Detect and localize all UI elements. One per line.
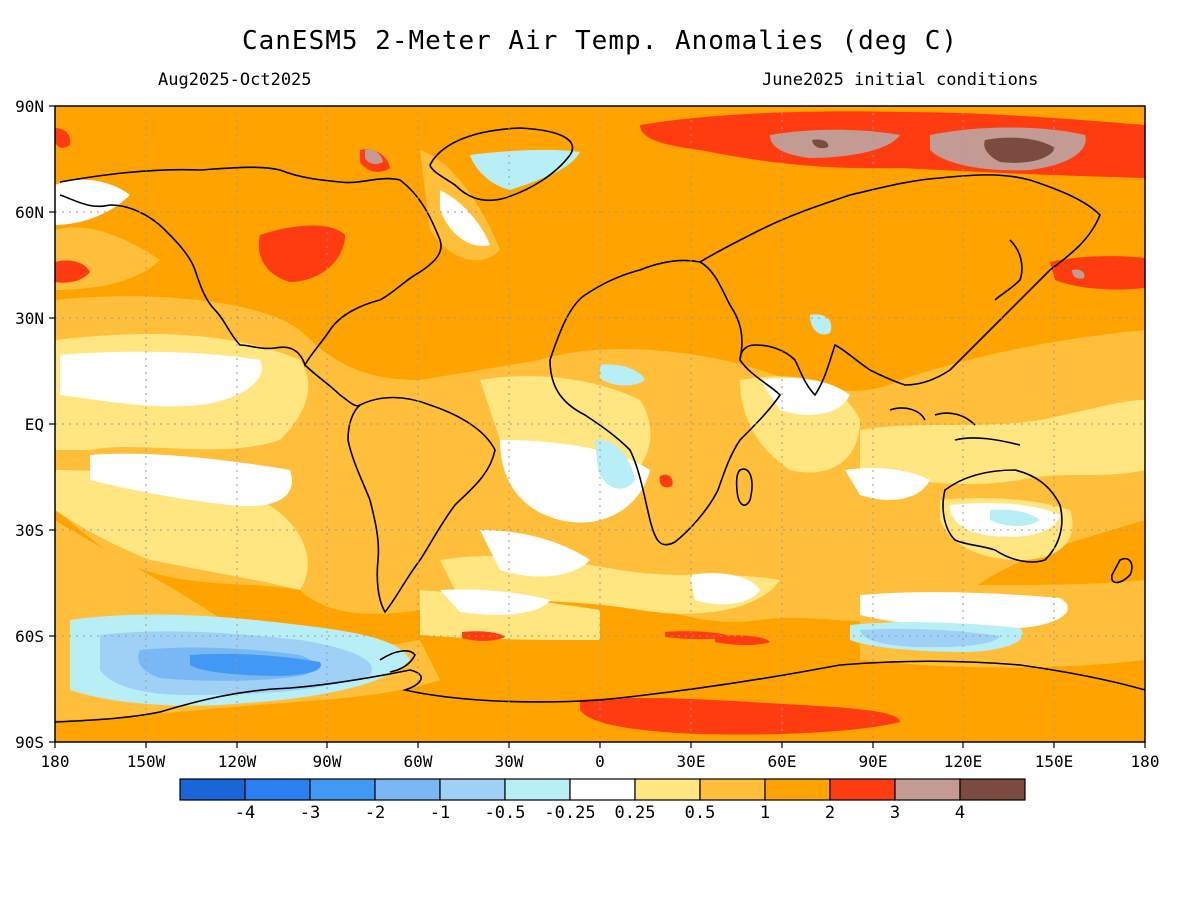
lat-label: 60S <box>15 627 44 646</box>
colorbar-label: 1 <box>760 803 770 823</box>
lon-label: 60W <box>404 752 433 771</box>
colorbar-label: -4 <box>235 803 255 823</box>
forecast-period: Aug2025-Oct2025 <box>158 70 312 90</box>
graticule <box>55 106 1145 742</box>
coastlines <box>55 127 1145 723</box>
map-title: CanESM5 2-Meter Air Temp. Anomalies (deg… <box>241 26 959 56</box>
colorbar-swatch <box>374 778 441 801</box>
lon-label: 150W <box>127 752 166 771</box>
lon-label: 60E <box>768 752 797 771</box>
colorbar-swatch <box>439 778 506 801</box>
lon-label: 30E <box>677 752 706 771</box>
colorbar-label: -3 <box>300 803 320 823</box>
colorbar-label: 2 <box>825 803 835 823</box>
colorbar-swatch <box>959 778 1026 801</box>
lat-label: 30N <box>15 309 44 328</box>
colorbar-swatch <box>504 778 571 801</box>
lon-label: 180 <box>1131 752 1160 771</box>
colorbar-label: 3 <box>890 803 900 823</box>
latitude-labels: 90N 60N 30N EQ 30S 60S 90S <box>15 97 44 752</box>
band-neg-025 <box>595 439 635 489</box>
colorbar-swatch <box>634 778 701 801</box>
colorbar-label: -2 <box>365 803 385 823</box>
colorbar-label: -0.5 <box>485 803 526 823</box>
lat-label: 30S <box>15 521 44 540</box>
axis-ticks <box>49 105 1146 748</box>
colorbar-label: -1 <box>430 803 450 823</box>
lon-label: 120E <box>944 752 983 771</box>
band-gt-4 <box>984 137 1055 163</box>
colorbar-swatch <box>309 778 376 801</box>
colorbar-swatch <box>764 778 831 801</box>
band-neutral <box>60 351 262 407</box>
colorbar-swatch <box>829 778 896 801</box>
longitude-labels: 180 150W 120W 90W 60W 30W 0 30E 60E 90E … <box>41 752 1160 771</box>
colorbar-swatch <box>179 778 246 801</box>
lat-label: 90S <box>15 733 44 752</box>
lon-label: 30W <box>495 752 524 771</box>
lat-label: EQ <box>25 415 44 434</box>
lon-label: 150E <box>1035 752 1074 771</box>
colorbar-swatch <box>244 778 311 801</box>
lat-label: 60N <box>15 203 44 222</box>
colorbar: -4 -3 -2 -1 -0.5 -0.25 0.25 0.5 1 2 3 4 <box>179 778 1026 823</box>
colorbar-label: 0.5 <box>685 803 716 823</box>
lon-label: 90W <box>313 752 342 771</box>
lon-label: 90E <box>859 752 888 771</box>
colorbar-label: -0.25 <box>544 803 595 823</box>
colorbar-swatch <box>894 778 961 801</box>
lon-label: 180 <box>41 752 70 771</box>
colorbar-label: 4 <box>955 803 965 823</box>
colorbar-swatch <box>569 778 636 801</box>
lat-label: 90N <box>15 97 44 116</box>
colorbar-swatch <box>699 778 766 801</box>
lon-label: 0 <box>595 752 605 771</box>
lon-label: 120W <box>218 752 257 771</box>
colorbar-label: 0.25 <box>615 803 656 823</box>
initial-conditions: June2025 initial conditions <box>762 70 1039 90</box>
band-3-4 <box>770 129 900 158</box>
